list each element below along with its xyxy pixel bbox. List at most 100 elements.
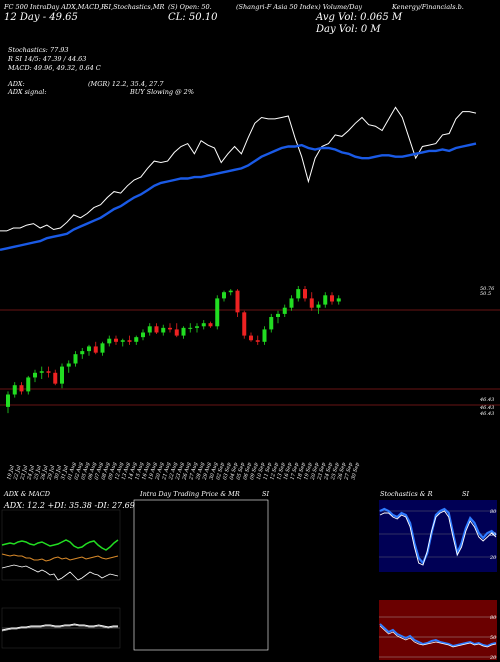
price-label-2: 50.5 [480,291,492,297]
series-line-0 [0,106,477,232]
candle-body [87,346,91,352]
candle-body [154,326,159,333]
stoch-d-line [379,510,497,566]
candle-body [330,295,334,302]
date-tick-label: 30 Sep [350,461,361,480]
rsi-tick-50: 50 [490,635,497,641]
candle-body [53,372,58,384]
stoch-panel-si: SI [462,490,470,498]
candle-body [134,337,139,342]
candle-body [336,298,341,302]
header-stoch-title: SI,Stochastics,MR [104,3,165,11]
candle-body [309,298,314,308]
date-tick-label: 17 Sep [290,461,301,480]
candle-body [66,363,71,367]
candle-body [181,327,186,336]
header-right-title: Kenergy/Financials.b. [392,3,464,11]
candle-body [100,343,105,353]
date-tick-label: 26 Aug [181,462,192,482]
candle-body [296,289,301,299]
candle-body [201,323,206,327]
date-tick-label: 22 Aug [168,462,179,482]
price-label-5: 46.43 [480,411,495,417]
header-index-name: (Shangri-F Asia 50 Index) Volume/Day [236,3,363,11]
date-tick-label: 26 Sep [337,461,348,481]
date-tick-label: 25 Sep [330,461,341,481]
stoch-tick-20: 20 [490,555,497,561]
candle-body [80,351,85,355]
date-tick-label: 13 Aug [121,462,131,481]
candle-body [255,340,260,342]
candle-body [289,298,294,308]
date-tick-label: 22 Jul [13,464,23,481]
rsi-tick-20: 20 [490,655,497,661]
date-tick-label: 14 Aug [128,462,138,481]
date-tick-label: 23 Jul [19,464,29,481]
date-tick-label: 04 Sep [229,461,240,480]
rsi-tick-80: 80 [490,615,497,621]
candle-body [215,298,220,327]
price-label-3: 46.43 [480,397,495,403]
adx-label: ADX: [8,80,25,88]
candle-body [249,335,253,341]
date-tick-label: 20 Sep [310,461,321,481]
stoch-k-line [379,507,497,566]
candle-body [19,385,24,392]
candle-body [93,346,98,353]
rsi-panel-frame [379,600,497,660]
date-tick-label: 13 Sep [276,461,287,480]
candle-body [269,317,274,330]
candle-body [276,313,280,317]
header-open: (S) Open: 50. [168,3,212,11]
date-tick-label: 05 Aug [80,462,90,481]
candle-body [6,394,10,407]
date-tick-label: 07 Aug [94,462,104,481]
candle-body [120,340,125,342]
date-tick-label: 24 Sep [323,461,334,481]
adx-minus-di-line [1,553,119,562]
date-tick-label: 18 Sep [296,461,307,480]
stoch-tick-50: 50 [490,532,497,538]
rsi-blue-line [379,623,497,648]
date-tick-label: 09 Aug [107,462,117,481]
date-tick-label: 19 Sep [303,461,314,480]
candle-body [228,290,233,293]
date-tick-label: 11 Sep [263,461,274,480]
date-tick-label: 31 Jul [60,464,70,480]
candle-body [147,326,152,333]
candle-body [195,326,199,328]
candle-body [107,338,112,344]
candle-body [33,372,37,378]
date-tick-label: 10 Sep [256,461,267,480]
rsi-readout: R SI 14/5: 47.39 / 44.63 [8,55,87,63]
candle-body [208,323,213,327]
date-tick-label: 06 Sep [242,461,253,480]
date-tick-label: 29 Aug [202,462,213,482]
date-tick-label: 19 Aug [148,462,158,481]
candle-body [323,295,328,305]
date-tick-label: 15 Aug [134,462,144,481]
candle-body [174,329,179,336]
candle-body [161,327,166,333]
adx-panel-frame [1,509,121,581]
candle-body [188,327,193,329]
avg-volume: Avg Vol: 0.065 M [316,12,403,23]
candle-body [168,327,172,330]
date-tick-label: 16 Sep [283,461,294,480]
stoch-tick-80: 80 [490,509,497,515]
date-tick-label: 09 Sep [249,461,260,480]
rsi-white-line [379,625,497,648]
stoch-panel-title: Stochastics & R [380,490,433,498]
intraday-panel-frame [133,499,269,651]
candle-body [39,371,44,373]
adx-signal-value: BUY Slowing @ 2% [130,88,194,96]
candle-body [316,304,321,308]
adx-plus-di-line [1,539,119,551]
candle-body [282,307,287,314]
candle-body [12,385,17,395]
date-tick-label: 25 Jul [33,464,43,481]
candle-body [242,312,247,336]
date-tick-label: 02 Sep [215,461,226,480]
price-lines-layer [0,106,477,251]
